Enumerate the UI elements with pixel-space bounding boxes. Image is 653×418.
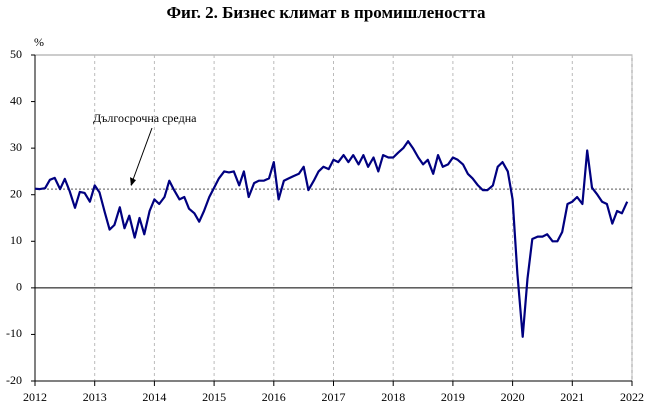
- y-tick-label: -20: [6, 373, 22, 387]
- annotation-arrow: [130, 127, 153, 186]
- x-tick-label: 2019: [441, 390, 465, 404]
- y-tick-label: 0: [16, 280, 22, 294]
- x-tick-label: 2012: [23, 390, 47, 404]
- x-tick-label: 2013: [83, 390, 107, 404]
- x-tick-label: 2017: [322, 390, 346, 404]
- y-tick-label: 30: [10, 140, 22, 154]
- chart-title: Фиг. 2. Бизнес климат в промишлеността: [166, 3, 486, 22]
- x-tick-label: 2020: [501, 390, 525, 404]
- x-tick-label: 2016: [262, 390, 286, 404]
- reference-label: Дългосрочна средна: [93, 111, 197, 125]
- y-tick-label: 40: [10, 93, 22, 107]
- x-tick-label: 2018: [381, 390, 405, 404]
- y-tick-label: 10: [10, 233, 22, 247]
- y-tick-label: 20: [10, 186, 22, 200]
- x-tick-label: 2015: [202, 390, 226, 404]
- x-tick-label: 2022: [620, 390, 644, 404]
- x-tick-label: 2021: [560, 390, 584, 404]
- y-tick-label: 50: [10, 47, 22, 61]
- arrow-head: [130, 177, 136, 187]
- data-line: [34, 140, 629, 338]
- x-tick-label: 2014: [142, 390, 166, 404]
- y-axis-label: %: [34, 35, 44, 49]
- y-tick-label: -10: [6, 326, 22, 340]
